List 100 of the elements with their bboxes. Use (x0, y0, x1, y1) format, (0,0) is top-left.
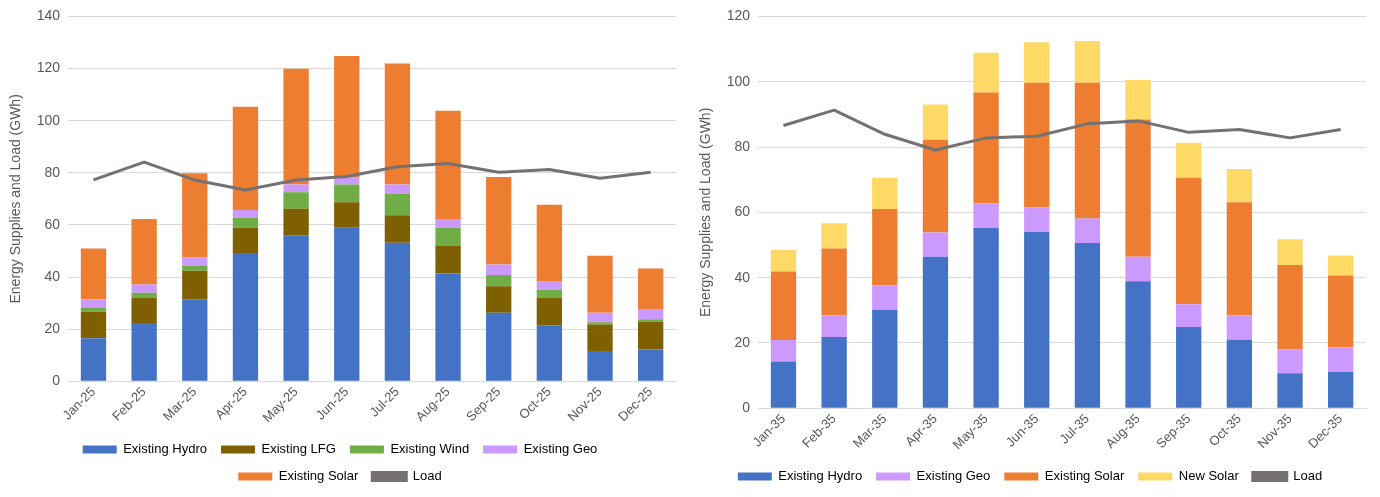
bar (80, 299, 107, 309)
bar (182, 266, 208, 271)
bar (1024, 207, 1050, 232)
bar (872, 285, 898, 310)
bar (384, 242, 411, 381)
bar (283, 68, 309, 185)
bar (435, 110, 461, 219)
bar (1277, 373, 1303, 408)
bar (536, 204, 563, 281)
bar (1328, 372, 1354, 408)
bar (1226, 202, 1253, 316)
bar (384, 63, 411, 185)
bar (1074, 40, 1101, 83)
bar (486, 264, 512, 275)
bar (435, 218, 461, 228)
bar (1125, 80, 1151, 120)
legend-label: Existing Solar (278, 468, 359, 484)
y-tick-label: 20 (734, 333, 751, 350)
bar (334, 176, 360, 185)
bar (384, 215, 411, 243)
y-tick-label: 80 (734, 137, 751, 154)
bar (1125, 281, 1151, 408)
bar (334, 184, 360, 203)
bar (770, 340, 797, 362)
bar (638, 319, 664, 322)
bar (80, 308, 107, 312)
bar (1328, 275, 1354, 348)
bar (80, 248, 107, 300)
bar (283, 208, 309, 236)
bar (587, 324, 613, 352)
bar (587, 312, 613, 323)
bar (872, 177, 898, 210)
bar (1226, 168, 1253, 203)
bar (486, 312, 512, 381)
bar (1226, 315, 1253, 340)
bar (1328, 255, 1354, 276)
bar (638, 309, 664, 320)
bar (1074, 243, 1101, 408)
bar (973, 203, 999, 229)
bar (536, 289, 563, 298)
bar (131, 284, 157, 293)
bar (770, 361, 797, 408)
bar (1176, 142, 1202, 178)
bar (232, 106, 259, 211)
bar (922, 232, 949, 257)
bar (334, 227, 360, 381)
bar (1277, 349, 1303, 374)
y-axis-title: Energy Supplies and Load (GWh) (7, 94, 24, 304)
bar (973, 92, 999, 204)
legend-label: Existing Wind (390, 441, 470, 457)
bar (1226, 339, 1253, 408)
legend-label: Existing Geo (523, 441, 598, 457)
bar (1176, 327, 1202, 408)
bar (182, 299, 208, 381)
bar (821, 248, 847, 316)
bar (182, 257, 208, 267)
bar (1277, 264, 1303, 350)
y-tick-label: 40 (44, 267, 61, 284)
bar (182, 270, 208, 300)
bar (821, 223, 847, 249)
bar (872, 209, 898, 286)
y-tick-label: 0 (742, 399, 751, 416)
legend-label: Load (412, 468, 442, 484)
legend-label: Existing Geo (916, 468, 991, 484)
legend-label: Load (1293, 468, 1323, 484)
bar (1074, 218, 1101, 244)
bar (1024, 82, 1050, 208)
y-tick-label: 100 (36, 111, 61, 128)
bar (486, 274, 512, 287)
bar (486, 176, 512, 265)
bar (1024, 231, 1050, 408)
bar (80, 338, 107, 381)
y-axis-title: Energy Supplies and Load (GWh) (697, 107, 714, 318)
bar (922, 139, 949, 233)
y-tick-label: 140 (36, 7, 61, 24)
bar (587, 351, 613, 381)
legend-label: New Solar (1178, 468, 1240, 484)
y-tick-label: 120 (726, 7, 751, 24)
bar (232, 253, 259, 381)
bar (1328, 347, 1354, 373)
y-tick-label: 0 (52, 372, 61, 389)
bar (973, 52, 999, 93)
bar (232, 217, 259, 228)
bar (384, 193, 411, 216)
bar (638, 321, 664, 350)
bar (973, 228, 999, 408)
bar (435, 273, 461, 381)
bar (232, 210, 259, 218)
y-tick-label: 60 (734, 203, 751, 220)
bar (1125, 119, 1151, 257)
bar (922, 256, 949, 408)
bar (435, 227, 461, 246)
bar (638, 349, 664, 381)
bar (1176, 304, 1202, 327)
bar (182, 173, 208, 258)
bar (821, 337, 847, 408)
bar (536, 297, 563, 326)
bar (536, 325, 563, 381)
legend-label: Existing LFG (261, 441, 336, 457)
y-tick-label: 40 (734, 268, 751, 285)
